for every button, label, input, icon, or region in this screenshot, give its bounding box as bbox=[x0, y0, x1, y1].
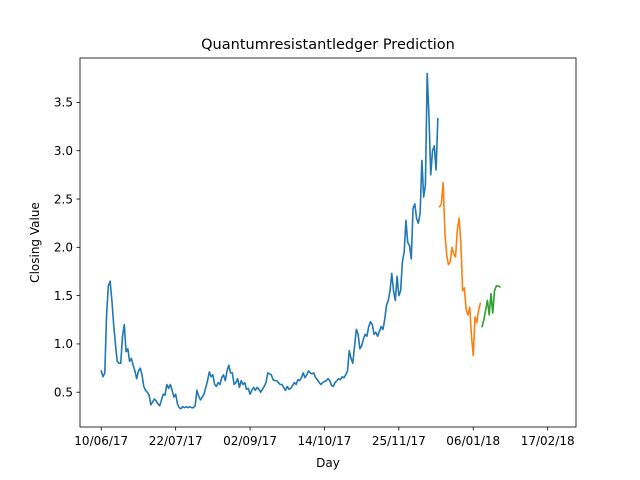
y-tick-label: 1.0 bbox=[54, 337, 73, 351]
series-line-1 bbox=[100, 72, 439, 410]
y-tick-label: 3.0 bbox=[54, 144, 73, 158]
series-line-2 bbox=[438, 181, 482, 357]
y-tick-label: 3.5 bbox=[54, 96, 73, 110]
y-tick-label: 1.5 bbox=[54, 289, 73, 303]
y-tick-label: 2.5 bbox=[54, 192, 73, 206]
y-tick-label: 0.5 bbox=[54, 386, 73, 400]
x-tick-label: 02/09/17 bbox=[223, 434, 277, 448]
x-tick-label: 06/01/18 bbox=[446, 434, 500, 448]
y-tick-label: 2.0 bbox=[54, 241, 73, 255]
series-layer bbox=[100, 72, 501, 410]
y-axis: 0.5 1.0 1.5 2.0 2.5 3.0 3.5 bbox=[54, 96, 80, 400]
x-tick-label: 22/07/17 bbox=[149, 434, 203, 448]
x-tick-label: 17/02/18 bbox=[521, 434, 575, 448]
plot-frame bbox=[79, 57, 577, 428]
x-tick-label: 14/10/17 bbox=[298, 434, 352, 448]
y-axis-label: Closing Value bbox=[28, 202, 42, 283]
x-tick-label: 10/06/17 bbox=[74, 434, 128, 448]
x-axis-label: Day bbox=[316, 456, 340, 470]
x-tick-label: 25/11/17 bbox=[372, 434, 426, 448]
plot-area-background bbox=[80, 58, 576, 427]
series-line-3 bbox=[481, 285, 501, 328]
x-axis: 10/06/17 22/07/17 02/09/17 14/10/17 25/11/17… bbox=[74, 427, 575, 448]
chart-title: Quantumresistantledger Prediction bbox=[201, 37, 455, 53]
